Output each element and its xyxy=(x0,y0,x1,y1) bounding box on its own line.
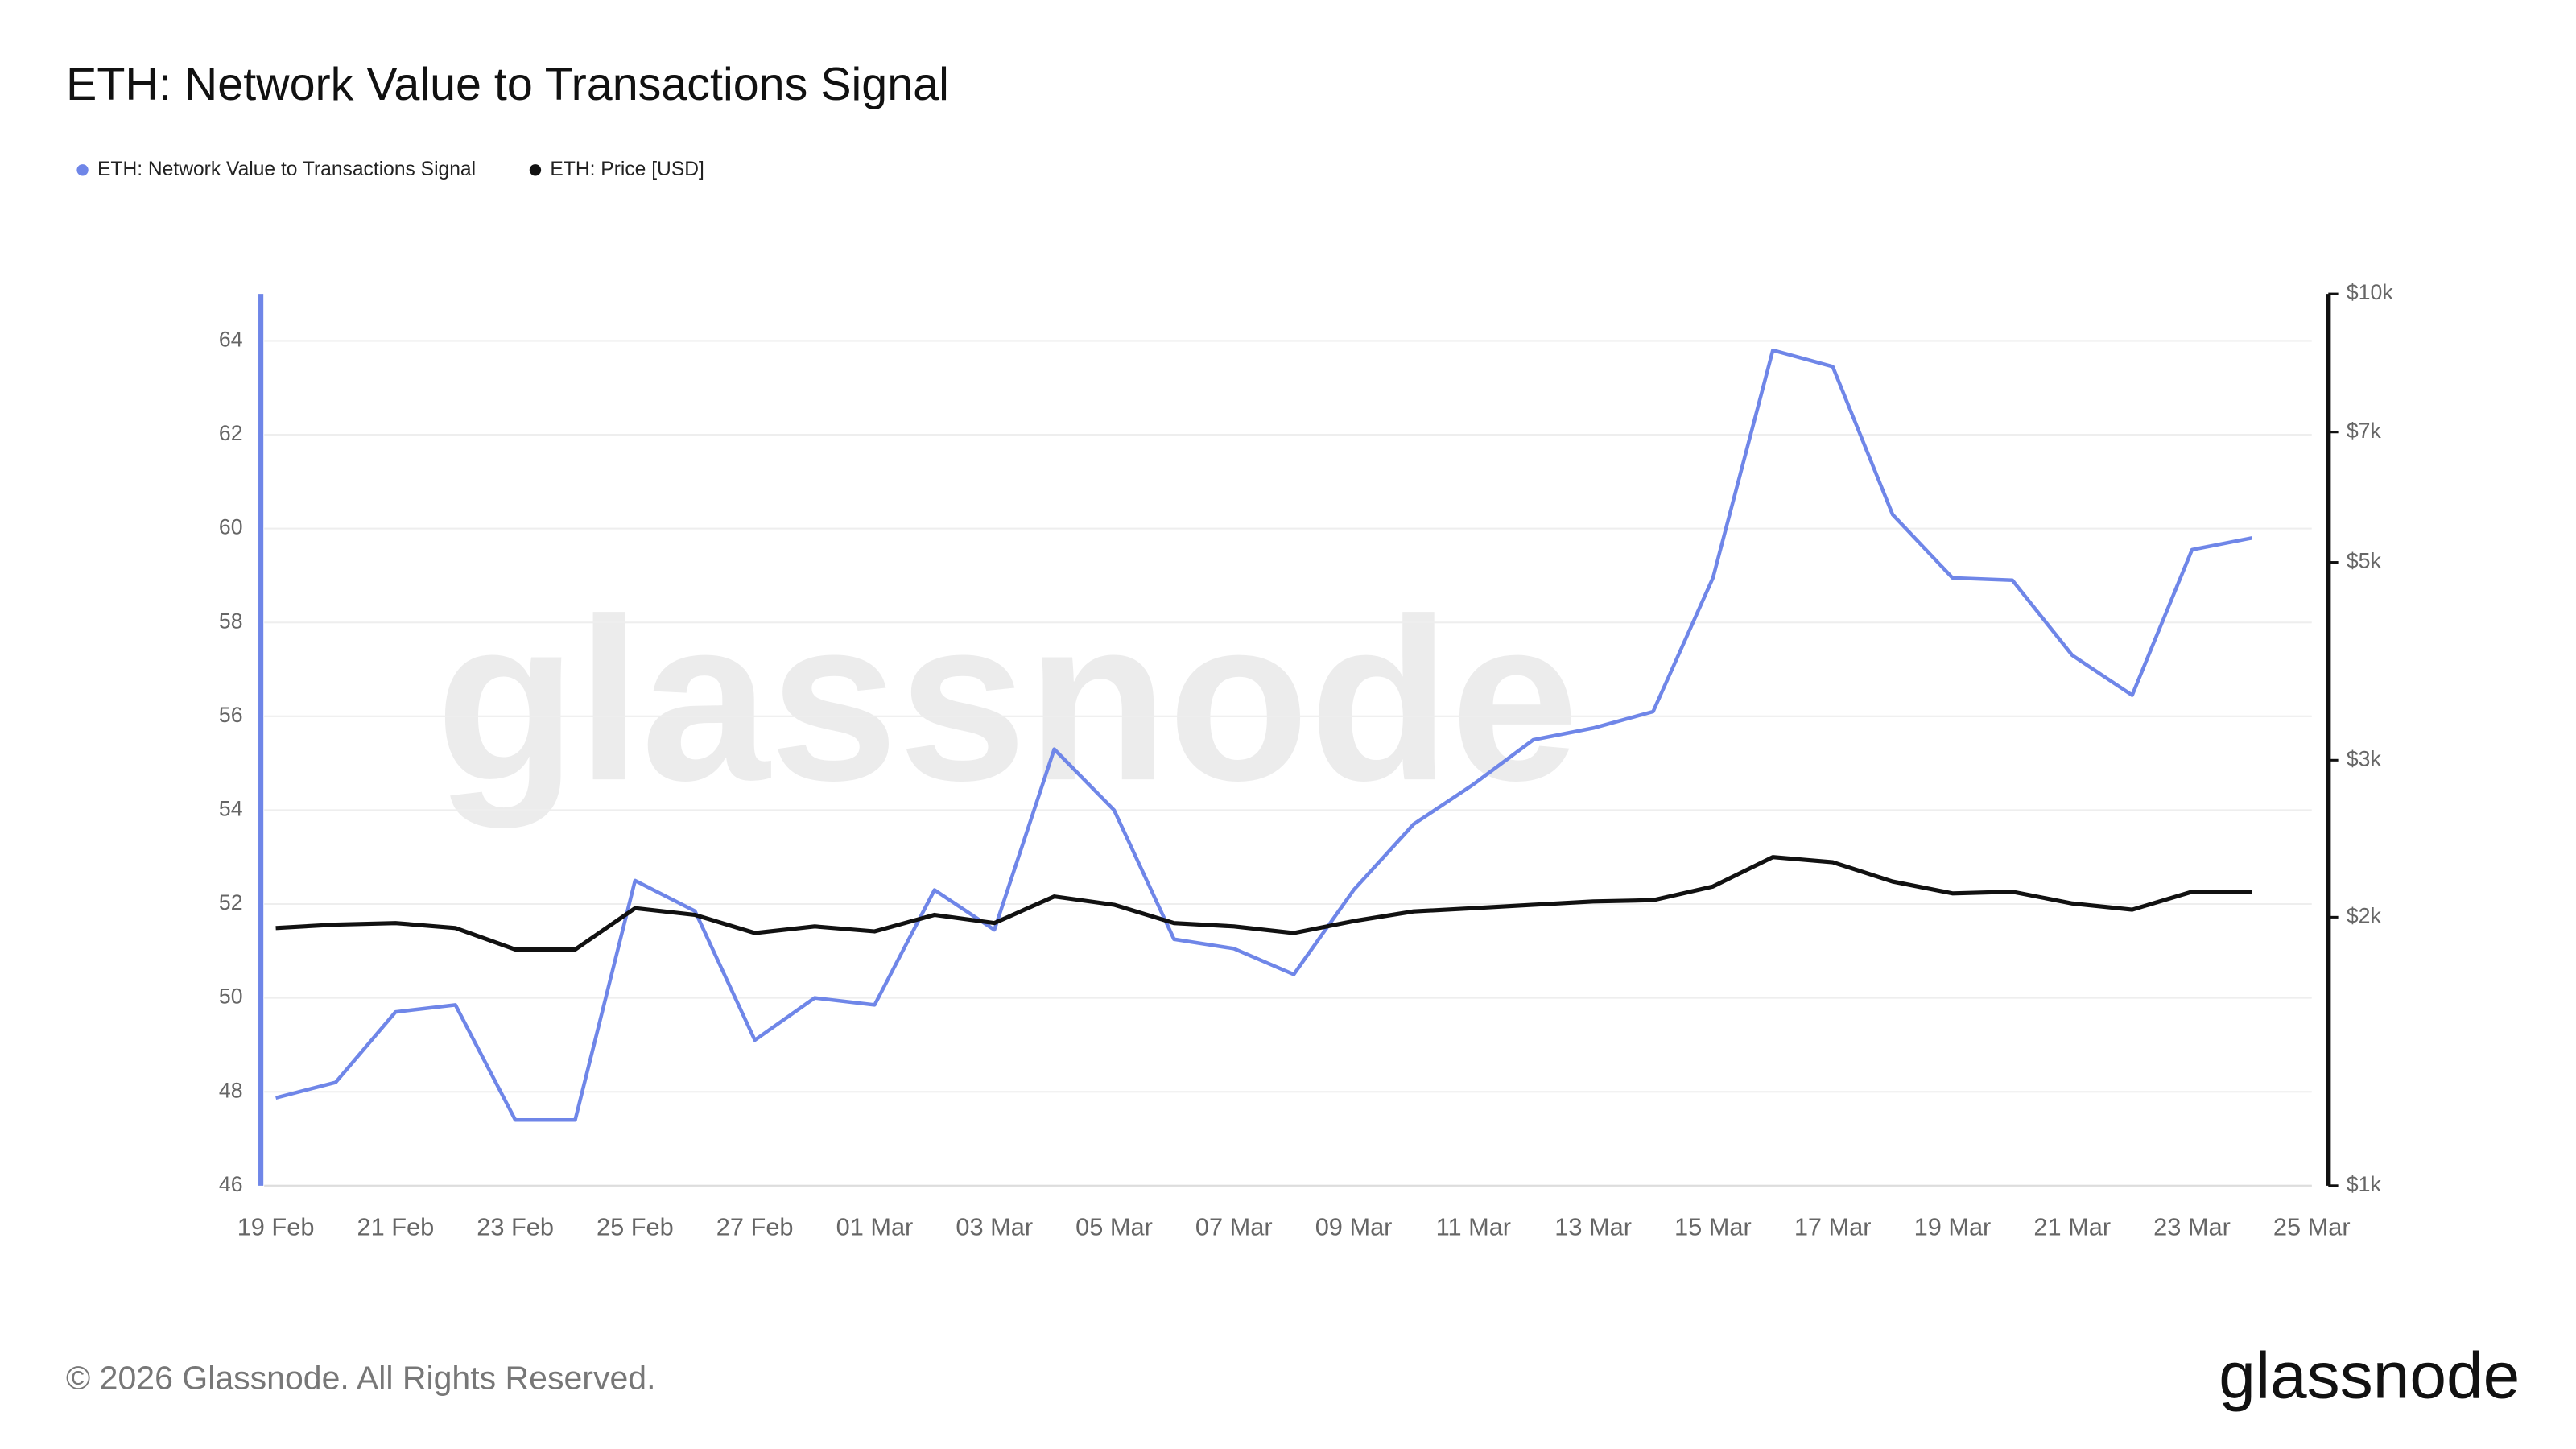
series-line xyxy=(275,348,2252,1122)
y2-tick-label: $1k xyxy=(2347,1172,2382,1196)
x-tick-label: 07 Mar xyxy=(1195,1212,1273,1241)
y-tick-label: 64 xyxy=(219,327,243,351)
y-tick-label: 52 xyxy=(219,890,243,914)
y2-tick-label: $7k xyxy=(2347,419,2382,443)
x-tick-label: 19 Feb xyxy=(237,1212,315,1241)
y-tick-label: 48 xyxy=(219,1078,243,1102)
x-tick-label: 13 Mar xyxy=(1554,1212,1632,1241)
x-tick-label: 27 Feb xyxy=(716,1212,794,1241)
footer: © 2026 Glassnode. All Rights Reserved. xyxy=(66,1360,655,1397)
y-tick-label: 46 xyxy=(219,1172,243,1196)
y-tick-label: 62 xyxy=(219,421,243,445)
logo: glassnode xyxy=(2219,1340,2520,1413)
legend-marker xyxy=(529,164,542,176)
watermark: glassnode xyxy=(436,570,1579,830)
y2-tick-label: $5k xyxy=(2347,549,2382,573)
y2-tick-label: $10k xyxy=(2347,280,2393,304)
series-line xyxy=(275,855,2252,952)
x-tick-label: 03 Mar xyxy=(956,1212,1033,1241)
x-tick-label: 05 Mar xyxy=(1075,1212,1153,1241)
x-tick-label: 15 Mar xyxy=(1674,1212,1752,1241)
legend-label: ETH: Price [USD] xyxy=(550,159,704,180)
x-tick-label: 19 Mar xyxy=(1914,1212,1992,1241)
y-tick-label: 56 xyxy=(219,703,243,727)
x-tick-label: 09 Mar xyxy=(1315,1212,1393,1241)
x-tick-label: 11 Mar xyxy=(1436,1212,1511,1241)
y-tick-label: 54 xyxy=(219,796,243,820)
x-tick-label: 23 Feb xyxy=(477,1212,554,1241)
x-tick-label: 21 Feb xyxy=(357,1212,434,1241)
x-tick-label: 21 Mar xyxy=(2033,1212,2111,1241)
x-tick-label: 25 Mar xyxy=(2273,1212,2351,1241)
y-tick-label: 60 xyxy=(219,515,243,539)
x-tick-label: 01 Mar xyxy=(836,1212,914,1241)
y2-tick-label: $3k xyxy=(2347,746,2382,770)
y-tick-label: 50 xyxy=(219,985,243,1009)
legend-label: ETH: Network Value to Transactions Signa… xyxy=(97,159,476,180)
chart-title: ETH: Network Value to Transactions Signa… xyxy=(66,59,949,110)
y2-tick-label: $2k xyxy=(2347,903,2382,927)
x-tick-label: 17 Mar xyxy=(1794,1212,1872,1241)
x-tick-label: 25 Feb xyxy=(597,1212,674,1241)
legend-marker xyxy=(76,164,89,176)
x-tick-label: 23 Mar xyxy=(2153,1212,2231,1241)
y-tick-label: 58 xyxy=(219,609,243,633)
